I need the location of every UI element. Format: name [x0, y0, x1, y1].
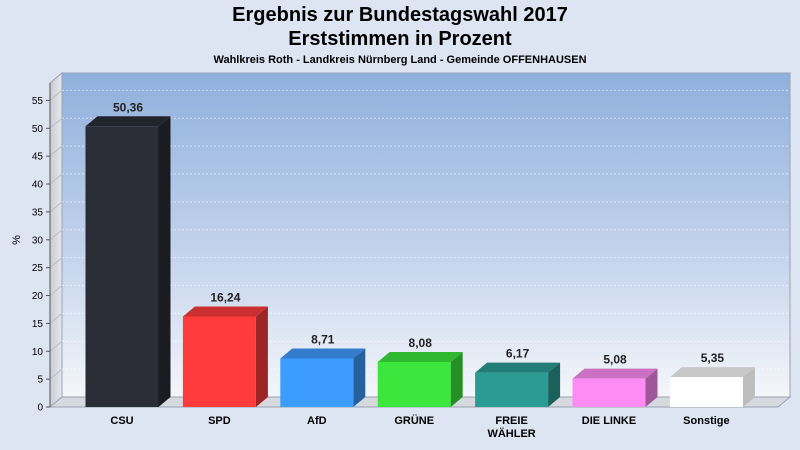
y-tick-label: 25	[32, 263, 44, 274]
gridline-wall	[49, 229, 63, 241]
gridline-wall	[49, 313, 63, 324]
bar-grüne	[377, 361, 451, 407]
gridline-wall	[49, 173, 63, 185]
bar-afd	[280, 358, 354, 407]
chart-title: Ergebnis zur Bundestagswahl 2017	[232, 4, 568, 26]
x-tick-label: CSU	[110, 415, 133, 427]
bar-sonstige	[669, 377, 743, 407]
chart-caption: Wahlkreis Roth - Landkreis Nürnberg Land…	[213, 54, 587, 66]
y-tick-label: 30	[32, 235, 44, 246]
y-tick-label: 5	[37, 375, 43, 386]
bar-side	[742, 367, 755, 407]
y-axis-label: %	[11, 235, 23, 245]
x-tick-label: AfD	[307, 415, 327, 427]
value-label: 50,36	[113, 100, 143, 114]
bar-top	[85, 116, 171, 127]
x-tick-label: GRÜNE	[394, 414, 434, 427]
bar-side	[353, 348, 366, 407]
chart-subtitle: Erststimmen in Prozent	[288, 28, 512, 50]
gridline-wall	[49, 145, 63, 157]
bar-top	[572, 368, 658, 379]
y-tick-label: 45	[32, 152, 44, 163]
gridline-wall	[49, 340, 63, 352]
y-tick-label: 50	[32, 124, 44, 135]
value-label: 5,08	[603, 353, 627, 367]
y-tick-label: 10	[32, 347, 44, 358]
bar-top	[475, 362, 561, 373]
bar-top	[280, 348, 366, 359]
gridline-wall	[49, 201, 63, 213]
bar-side	[645, 368, 658, 407]
value-label: 5,35	[701, 351, 725, 365]
gridline-wall	[49, 117, 63, 129]
bar-die-linke	[572, 378, 646, 407]
bar-top	[669, 367, 755, 378]
bar-side	[548, 362, 561, 407]
x-tick-label: SPD	[208, 415, 231, 427]
value-label: 16,24	[210, 290, 240, 304]
bar-csu	[85, 126, 159, 408]
bar-spd	[182, 316, 256, 407]
bar-side	[158, 116, 171, 408]
x-tick-label: FREIE	[495, 415, 527, 427]
y-tick-label: 15	[32, 319, 44, 330]
bar-side	[255, 306, 268, 407]
value-label: 6,17	[506, 347, 530, 361]
gridline-wall	[49, 285, 63, 296]
value-label: 8,71	[311, 332, 335, 346]
y-tick-label: 55	[32, 96, 44, 107]
bar-freie-wähler	[475, 372, 549, 407]
bar-top	[182, 306, 268, 317]
value-label: 8,08	[409, 336, 433, 350]
x-tick-label: WÄHLER	[487, 427, 535, 440]
gridline-wall	[49, 368, 63, 380]
y-tick-label: 40	[32, 180, 44, 191]
bar-side	[450, 351, 463, 407]
bar-top	[377, 351, 463, 362]
y-tick-label: 20	[32, 291, 44, 302]
x-tick-label: DIE LINKE	[582, 415, 636, 427]
y-tick-label: 0	[37, 403, 43, 414]
y-tick-label: 35	[32, 207, 44, 218]
gridline-wall	[49, 257, 63, 269]
gridline-wall	[49, 90, 63, 101]
x-tick-label: Sonstige	[683, 415, 729, 427]
